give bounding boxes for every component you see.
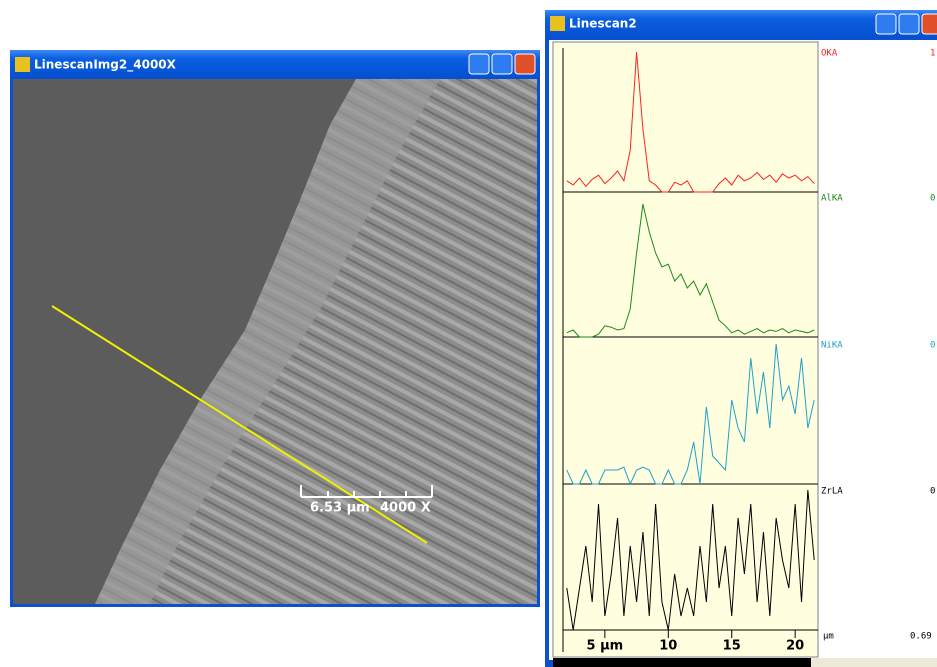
scale-length: 6.53 µm (310, 501, 370, 516)
app-icon (550, 16, 565, 31)
maximize-button[interactable] (899, 14, 919, 34)
channel-max: 0 (930, 487, 935, 497)
x-tick-label: 20 (786, 639, 804, 654)
image-window: LinescanImg2_4000X 6.53 µm 4000 X (10, 50, 540, 607)
channel-max: 1 (930, 49, 935, 59)
x-tick-label: 10 (659, 639, 677, 654)
window-title: Linescan2 (569, 17, 637, 31)
channel-max: 0 (930, 341, 935, 351)
x-tick-label: 5 µm (587, 639, 624, 654)
close-button[interactable] (515, 54, 535, 74)
minimize-button[interactable] (876, 14, 896, 34)
status-bar-rest (811, 658, 937, 667)
minimize-button[interactable] (469, 54, 489, 74)
maximize-button[interactable] (492, 54, 512, 74)
linescan-window: Linescan2 µm 0.69 OKA 1 AlKA 0 NiKA 0 ZrLA 0 5 µ… (545, 10, 937, 667)
magnification: 4000 X (380, 501, 431, 516)
page: LinescanImg2_4000X 6.53 µm 4000 X Linesc… (0, 0, 937, 667)
channel-name: NiKA (821, 341, 843, 351)
channel-max: 0 (930, 194, 935, 204)
channel-name: OKA (821, 49, 838, 59)
x-tick-label: 15 (723, 639, 741, 654)
x-end-value: 0.69 (910, 632, 932, 642)
status-bar (553, 658, 811, 667)
channel-name: ZrLA (821, 487, 843, 497)
close-button[interactable] (922, 14, 937, 34)
app-icon (15, 57, 30, 72)
screen: LinescanImg2_4000X 6.53 µm 4000 X Linesc… (0, 0, 937, 667)
x-unit: µm (823, 632, 834, 642)
channel-name: AlKA (821, 194, 843, 204)
window-title: LinescanImg2_4000X (34, 58, 177, 73)
plot-area (553, 42, 818, 657)
